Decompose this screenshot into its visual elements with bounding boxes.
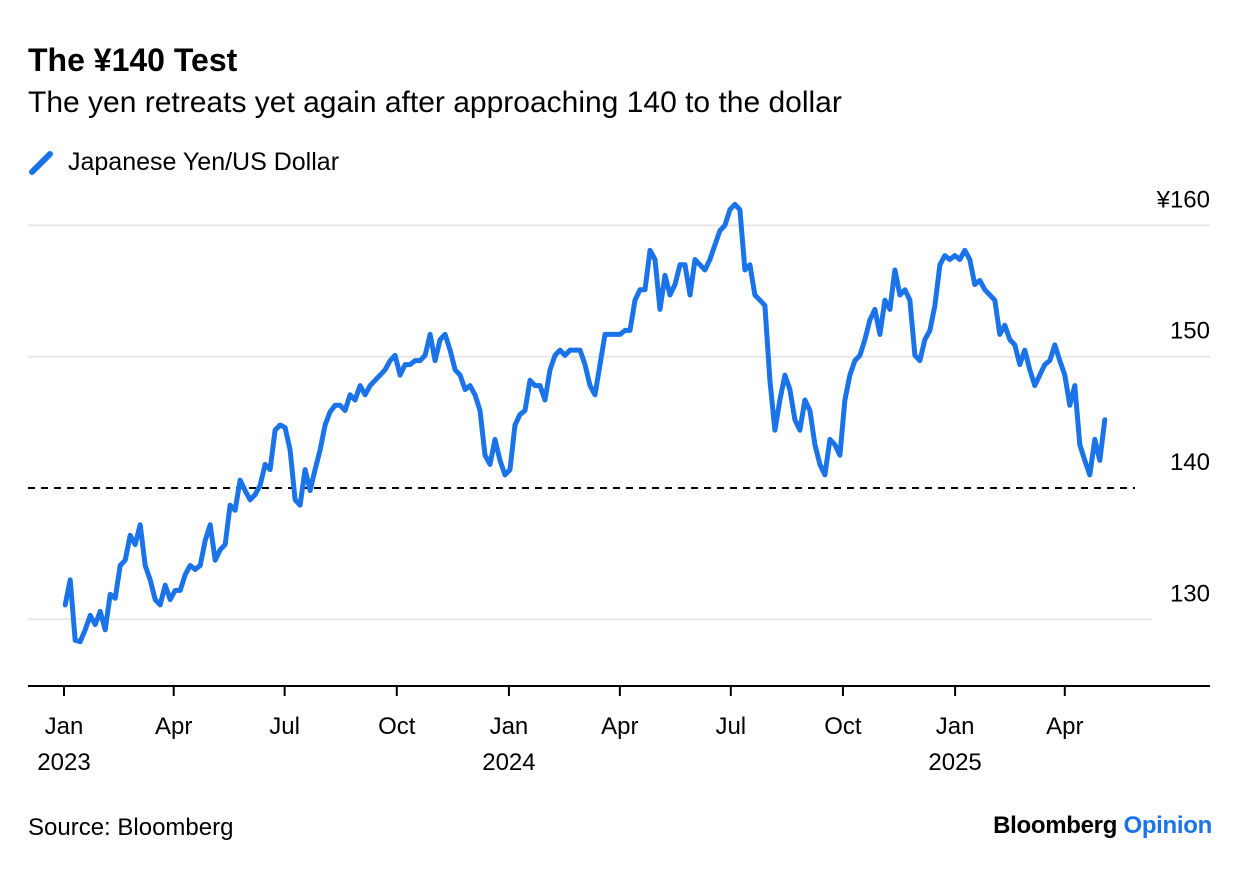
- x-tick-label: Jan: [936, 713, 975, 740]
- legend-line-icon: [29, 150, 53, 175]
- series-line-jpy-usd: [62, 201, 1108, 645]
- source-note: Source: Bloomberg: [28, 814, 234, 841]
- x-tick-label: Apr: [1046, 713, 1083, 740]
- brand-suffix: Opinion: [1123, 812, 1212, 839]
- brand-logo: Bloomberg Opinion: [993, 812, 1212, 840]
- x-tick-year: 2023: [37, 749, 90, 776]
- y-tick-label: 140: [1170, 449, 1210, 476]
- brand-name: Bloomberg: [993, 812, 1118, 839]
- y-tick-label: ¥160: [1156, 186, 1210, 213]
- chart-subtitle: The yen retreats yet again after approac…: [28, 86, 842, 119]
- x-tick-label: Apr: [601, 713, 638, 740]
- x-tick-year: 2024: [482, 749, 535, 776]
- x-tick-label: Oct: [378, 713, 416, 740]
- x-tick-year: 2025: [928, 749, 981, 776]
- y-tick-label: 150: [1170, 318, 1210, 345]
- x-tick-label: Apr: [155, 713, 192, 740]
- legend: Japanese Yen/US Dollar: [28, 148, 339, 177]
- x-tick-label: Jan: [45, 713, 84, 740]
- x-tick-label: Jul: [269, 713, 300, 740]
- x-tick-label: Jan: [490, 713, 529, 740]
- legend-label: Japanese Yen/US Dollar: [68, 148, 340, 176]
- y-tick-label: 130: [1170, 580, 1210, 607]
- chart-title: The ¥140 Test: [28, 42, 238, 78]
- x-tick-label: Jul: [715, 713, 746, 740]
- x-tick-label: Oct: [824, 713, 862, 740]
